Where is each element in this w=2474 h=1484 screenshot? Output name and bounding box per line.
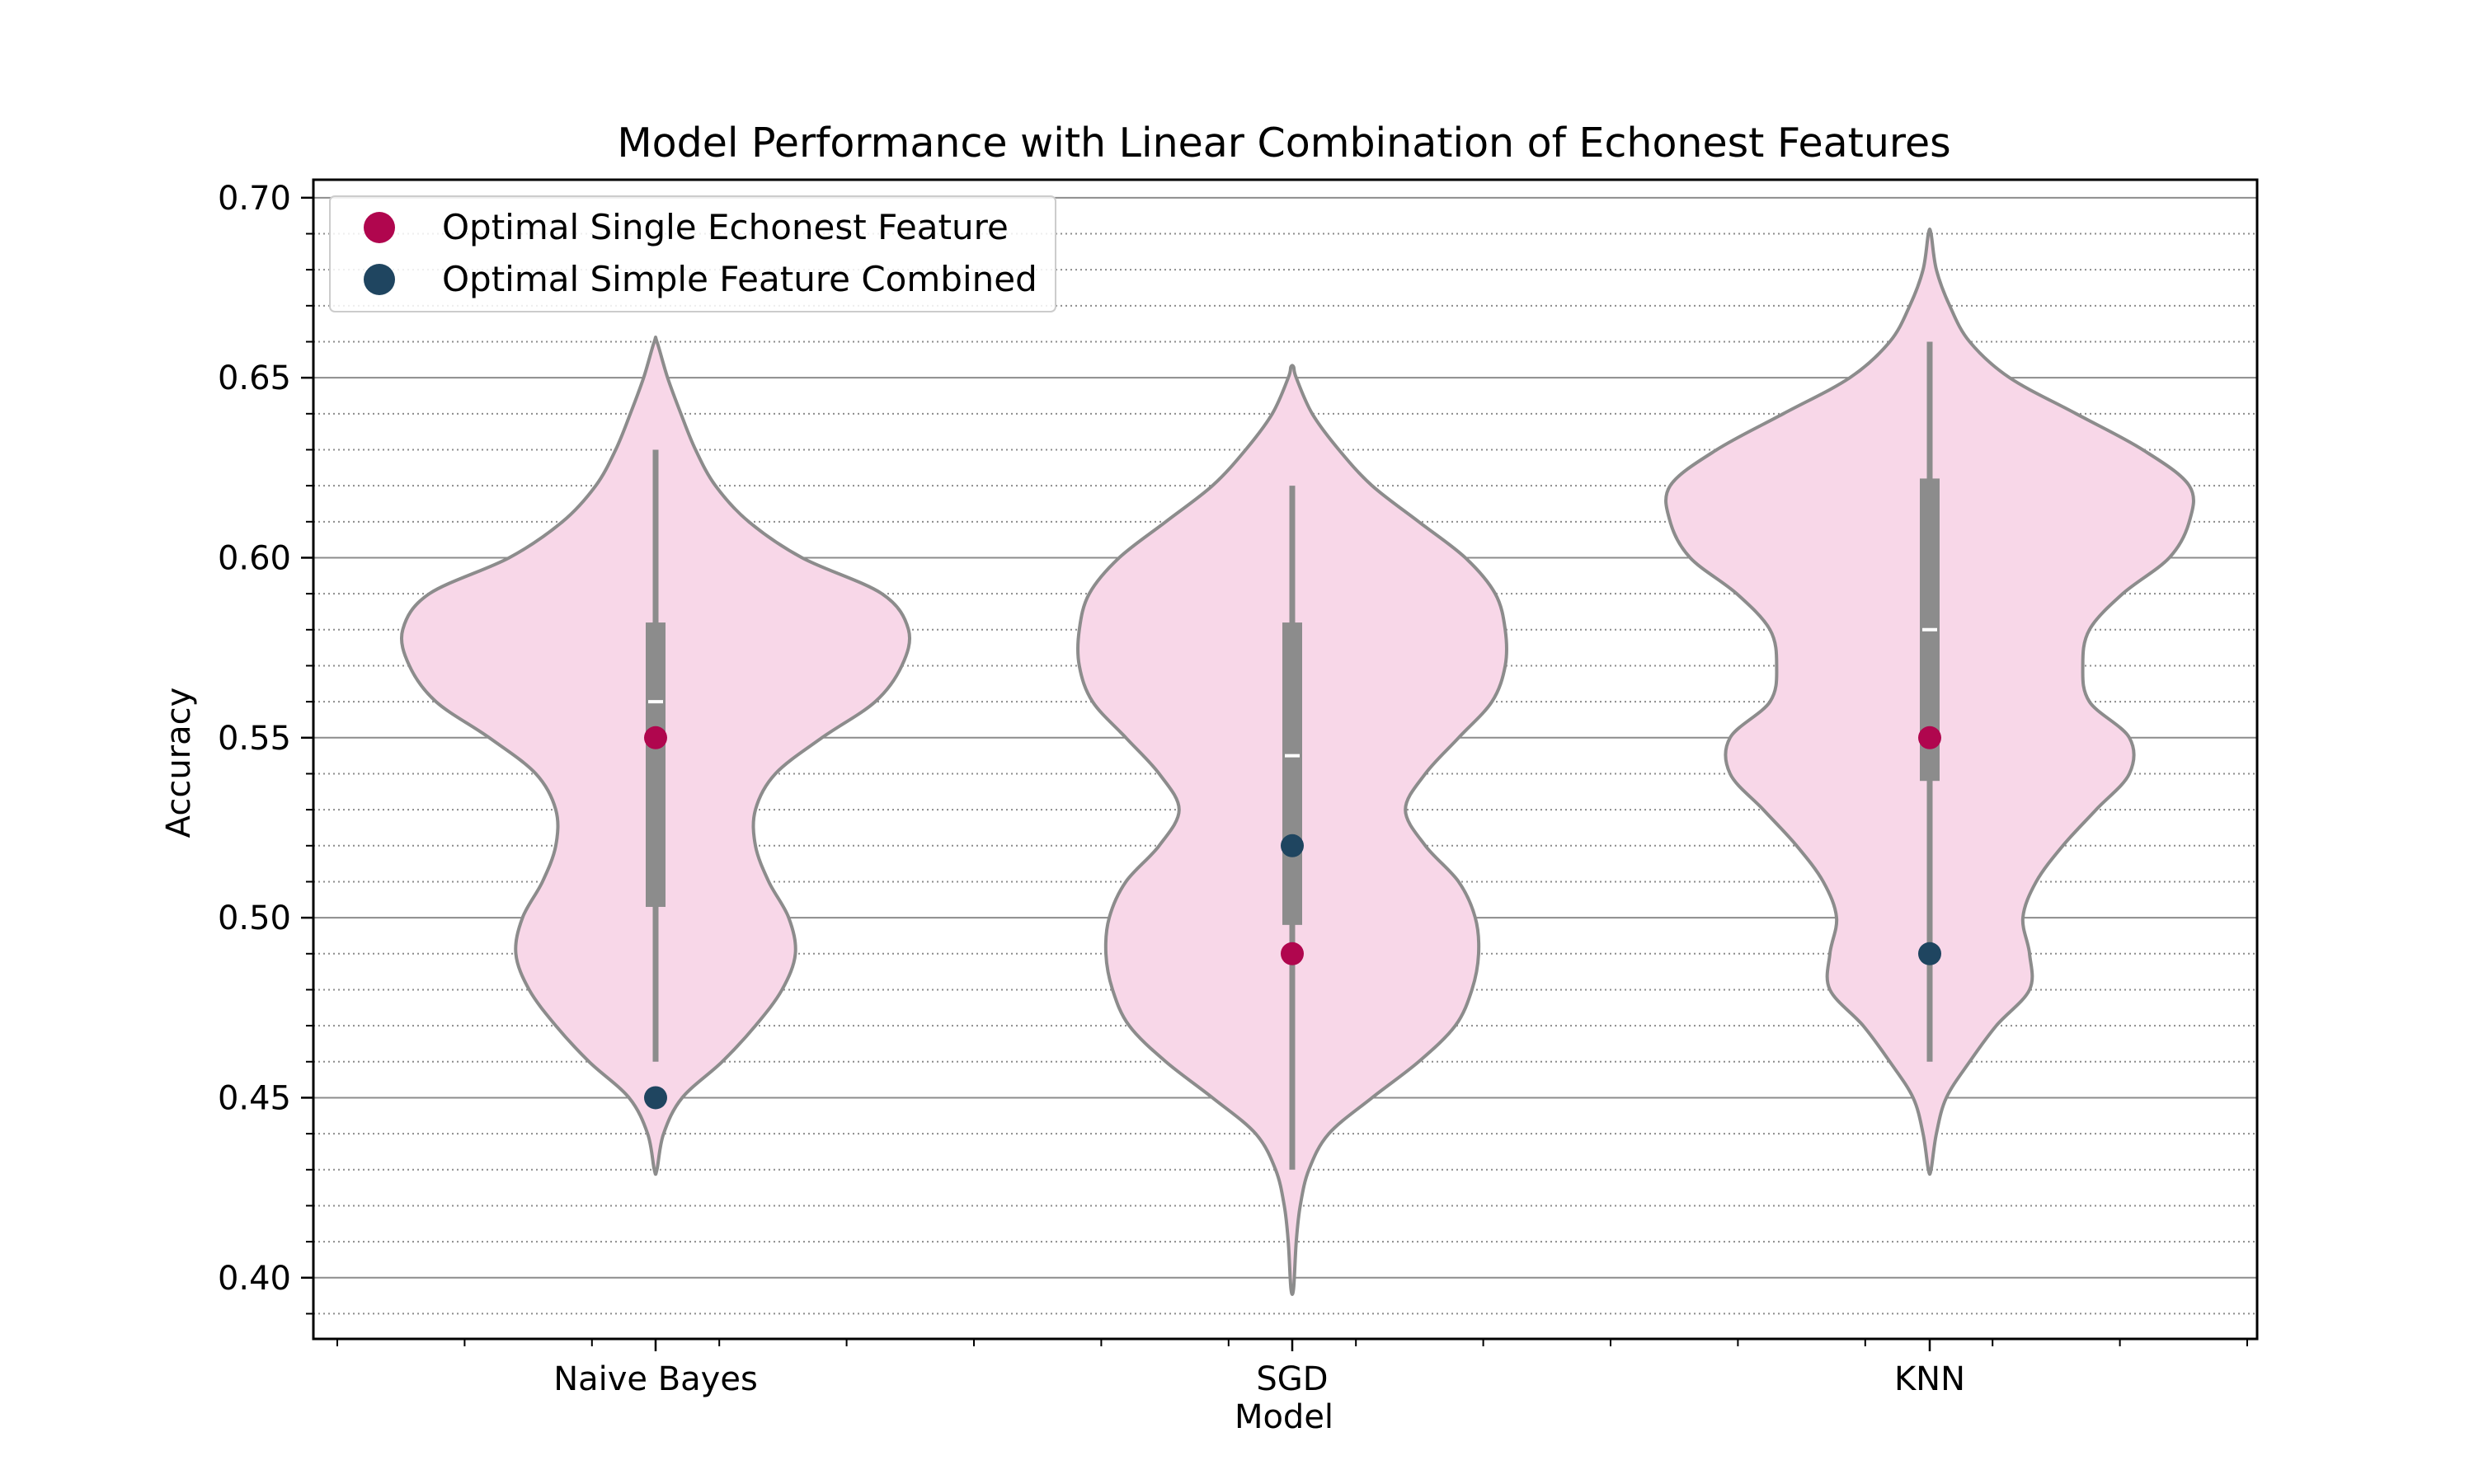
y-tick-label: 0.60	[218, 539, 291, 577]
y-tick-label: 0.70	[218, 180, 291, 218]
x-tick-label: Naive Bayes	[553, 1360, 758, 1398]
y-tick-label: 0.65	[218, 359, 291, 397]
legend-marker-single	[364, 212, 395, 243]
legend-marker-combined	[364, 264, 395, 295]
data-point	[1281, 942, 1304, 965]
data-point	[644, 726, 667, 749]
legend: Optimal Single Echonest Feature Optimal …	[329, 195, 1056, 312]
point-layer	[644, 726, 1941, 1110]
x-axis-label: Model	[1235, 1398, 1333, 1436]
data-point	[1918, 942, 1941, 965]
data-point	[1281, 834, 1304, 857]
violin-layer	[399, 228, 2195, 1296]
data-point	[1918, 726, 1941, 749]
plot-area-frame	[312, 178, 2259, 1341]
y-tick-label: 0.40	[218, 1260, 291, 1298]
legend-box	[329, 195, 1056, 312]
legend-label-combined: Optimal Simple Feature Combined	[442, 259, 1037, 299]
y-tick-label: 0.55	[218, 720, 291, 758]
x-tick-label: KNN	[1894, 1360, 1965, 1398]
y-axis-label: Accuracy	[160, 688, 198, 838]
x-tick-label: SGD	[1256, 1360, 1328, 1398]
y-tick-label: 0.50	[218, 899, 291, 937]
axis-layer: 0.40 0.45 0.50 0.55 0.60 0.65 0.70 Naive Bayes S…	[218, 180, 2248, 1398]
y-tick-label: 0.45	[218, 1079, 291, 1117]
legend-label-single: Optimal Single Echonest Feature	[442, 207, 1009, 247]
chart-title: Model Performance with Linear Combinatio…	[617, 120, 1950, 167]
violin-box	[1282, 622, 1302, 925]
data-point	[644, 1086, 667, 1110]
violin-box	[646, 622, 666, 908]
